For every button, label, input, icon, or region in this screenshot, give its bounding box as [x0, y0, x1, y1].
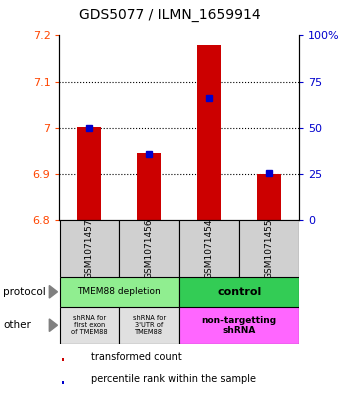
Text: protocol: protocol: [3, 287, 46, 297]
Text: non-targetting
shRNA: non-targetting shRNA: [202, 316, 277, 335]
Bar: [62, 381, 64, 384]
Bar: [180, 277, 299, 307]
Text: GDS5077 / ILMN_1659914: GDS5077 / ILMN_1659914: [79, 8, 261, 22]
Text: percentile rank within the sample: percentile rank within the sample: [91, 374, 256, 384]
Bar: [59, 277, 180, 307]
Text: shRNA for
first exon
of TMEM88: shRNA for first exon of TMEM88: [71, 315, 108, 335]
Bar: [62, 358, 64, 361]
Text: GSM1071456: GSM1071456: [145, 218, 154, 279]
Text: shRNA for
3'UTR of
TMEM88: shRNA for 3'UTR of TMEM88: [133, 315, 166, 335]
Polygon shape: [49, 319, 57, 332]
Text: other: other: [3, 320, 31, 330]
Bar: [59, 220, 119, 277]
Bar: [257, 174, 281, 220]
Bar: [119, 220, 180, 277]
Bar: [119, 307, 180, 344]
Bar: [197, 45, 221, 220]
Text: GSM1071454: GSM1071454: [205, 219, 214, 279]
Text: TMEM88 depletion: TMEM88 depletion: [78, 287, 161, 296]
Text: GSM1071457: GSM1071457: [85, 218, 94, 279]
Bar: [180, 307, 299, 344]
Bar: [137, 153, 162, 220]
Bar: [180, 220, 239, 277]
Bar: [59, 307, 119, 344]
Text: transformed count: transformed count: [91, 351, 182, 362]
Bar: [239, 220, 299, 277]
Bar: [78, 127, 101, 220]
Polygon shape: [49, 285, 57, 298]
Text: control: control: [217, 287, 261, 297]
Text: GSM1071455: GSM1071455: [265, 218, 274, 279]
